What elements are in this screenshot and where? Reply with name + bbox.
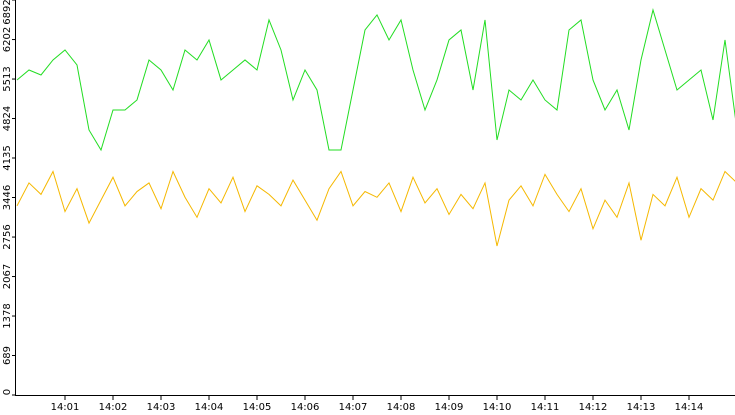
y-tick-label: 5513: [2, 66, 13, 91]
x-tick-label: 14:08: [387, 402, 416, 413]
x-tick-label: 14:04: [195, 402, 224, 413]
series-line: [16, 8, 735, 152]
x-tick-label: 14:12: [579, 402, 608, 413]
x-tick-label: 14:02: [99, 402, 128, 413]
y-tick-label: 4824: [2, 106, 13, 131]
x-tick-label: 14:06: [291, 402, 320, 413]
y-tick-label: 2067: [2, 264, 13, 289]
y-tick-label: 6202: [2, 27, 13, 52]
y-tick-label: 1378: [2, 303, 13, 328]
x-tick-label: 14:07: [339, 402, 368, 413]
y-tick-label: 2756: [2, 224, 13, 249]
x-tick-label: 14:05: [243, 402, 272, 413]
y-tick-label: 0: [2, 389, 13, 395]
series-line: [16, 170, 735, 247]
x-tick-label: 14:09: [435, 402, 464, 413]
x-tick-label: 14:11: [531, 402, 560, 413]
x-tick-label: 14:03: [147, 402, 176, 413]
x-tick-label: 14:14: [675, 402, 704, 413]
y-tick-label: 6892: [2, 0, 13, 25]
x-tick-label: 14:13: [627, 402, 656, 413]
x-tick-label: 14:10: [483, 402, 512, 413]
y-tick-label: 689: [2, 346, 13, 365]
y-tick-label: 3446: [2, 185, 13, 210]
y-tick-label: 4135: [2, 145, 13, 170]
x-tick-label: 14:01: [51, 402, 80, 413]
